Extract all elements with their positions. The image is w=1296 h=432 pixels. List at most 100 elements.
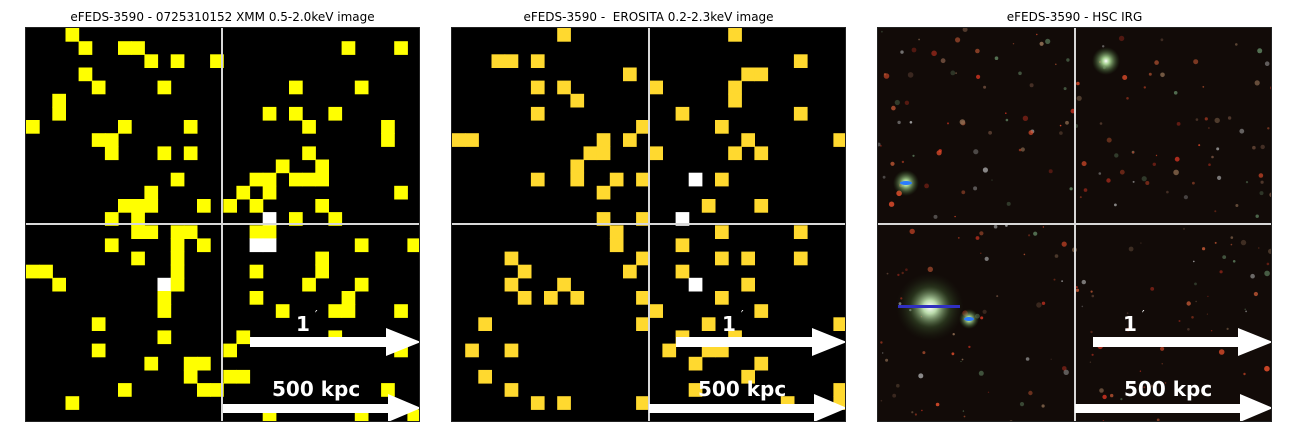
faint-source — [1041, 301, 1046, 305]
count-pixel — [170, 225, 185, 239]
faint-source — [1178, 320, 1181, 322]
count-pixel — [833, 383, 845, 397]
count-pixel — [728, 93, 742, 108]
faint-source — [1257, 48, 1263, 54]
faint-source — [914, 413, 917, 416]
faint-source — [1176, 122, 1181, 126]
faint-source — [1065, 120, 1069, 125]
count-pixel — [649, 80, 663, 95]
count-pixel — [131, 251, 145, 266]
count-pixel — [275, 304, 290, 318]
faint-source — [1160, 38, 1164, 42]
faint-source — [1081, 161, 1087, 167]
faint-source — [975, 236, 980, 240]
faint-source — [1102, 394, 1107, 400]
count-pixel — [302, 277, 316, 292]
count-pixel — [302, 120, 316, 134]
faint-source — [1210, 330, 1213, 332]
count-pixel — [381, 383, 395, 397]
faint-source — [991, 179, 993, 181]
faint-source — [1230, 243, 1233, 246]
faint-source — [1245, 181, 1249, 184]
faint-source — [1255, 214, 1259, 218]
faint-source — [1076, 95, 1082, 101]
faint-source — [1254, 80, 1260, 86]
count-pixel — [315, 199, 329, 213]
count-pixel — [636, 212, 650, 226]
faint-source — [1126, 312, 1129, 315]
count-pixel — [249, 238, 264, 253]
faint-source — [1126, 97, 1129, 100]
count-pixel — [104, 146, 119, 161]
faint-source — [911, 47, 917, 53]
faint-source — [1193, 260, 1195, 263]
saturation-streak — [898, 305, 960, 308]
faint-source — [1054, 254, 1059, 258]
count-pixel — [104, 238, 119, 253]
faint-source — [1222, 255, 1227, 259]
faint-source — [1128, 246, 1134, 252]
optical-star-field — [878, 28, 1271, 421]
faint-source — [1250, 273, 1255, 279]
faint-source — [1195, 300, 1197, 303]
scale-arrows — [649, 328, 845, 421]
count-pixel — [131, 225, 145, 239]
count-pixel — [26, 120, 40, 134]
faint-source — [885, 358, 889, 362]
faint-source — [1214, 117, 1220, 124]
faint-source — [881, 30, 883, 33]
faint-source — [1076, 81, 1080, 86]
faint-source — [909, 121, 913, 124]
count-pixel — [715, 251, 729, 266]
faint-source — [1260, 144, 1265, 150]
count-pixel — [170, 238, 185, 253]
faint-source — [1243, 372, 1246, 376]
count-pixel — [741, 67, 755, 82]
faint-source — [993, 224, 998, 229]
faint-source — [978, 370, 984, 376]
faint-source — [1195, 118, 1199, 121]
erosita-pixel-map — [452, 28, 845, 410]
faint-source — [1059, 124, 1062, 127]
count-pixel — [262, 172, 277, 187]
faint-source — [1235, 204, 1239, 207]
count-pixel — [675, 212, 690, 226]
faint-source — [882, 175, 886, 179]
count-pixel — [609, 238, 624, 253]
count-pixel — [91, 343, 106, 358]
count-pixel — [557, 28, 571, 42]
count-pixel — [197, 356, 211, 371]
count-pixel — [504, 277, 519, 292]
count-pixel — [741, 133, 755, 147]
blue-artifact — [900, 181, 912, 185]
faint-source — [1023, 253, 1026, 256]
count-pixel — [675, 264, 690, 279]
faint-source — [1253, 291, 1258, 297]
count-pixel — [262, 409, 277, 421]
count-pixel — [570, 172, 585, 187]
faint-source — [968, 345, 971, 349]
count-pixel — [465, 133, 479, 147]
count-pixel — [183, 146, 198, 161]
count-pixel — [504, 251, 519, 266]
faint-source — [1202, 86, 1205, 88]
faint-source — [891, 105, 896, 111]
count-pixel — [465, 343, 479, 358]
faint-source — [980, 252, 982, 254]
count-pixel — [210, 54, 224, 68]
faint-source — [1006, 201, 1011, 206]
count-pixel — [504, 343, 519, 358]
count-pixel — [341, 304, 356, 318]
count-pixel — [315, 172, 329, 187]
faint-source — [931, 50, 937, 57]
faint-source — [1110, 393, 1114, 398]
count-pixel — [688, 356, 703, 371]
faint-source — [1230, 236, 1234, 239]
panel-2-title: eFEDS-3590 - EROSITA 0.2-2.3keV image — [523, 10, 774, 24]
count-pixel — [144, 356, 159, 371]
faint-source — [1098, 172, 1102, 175]
faint-source — [1126, 327, 1130, 332]
count-pixel — [210, 383, 224, 397]
faint-source — [900, 50, 904, 54]
count-pixel — [728, 80, 742, 95]
